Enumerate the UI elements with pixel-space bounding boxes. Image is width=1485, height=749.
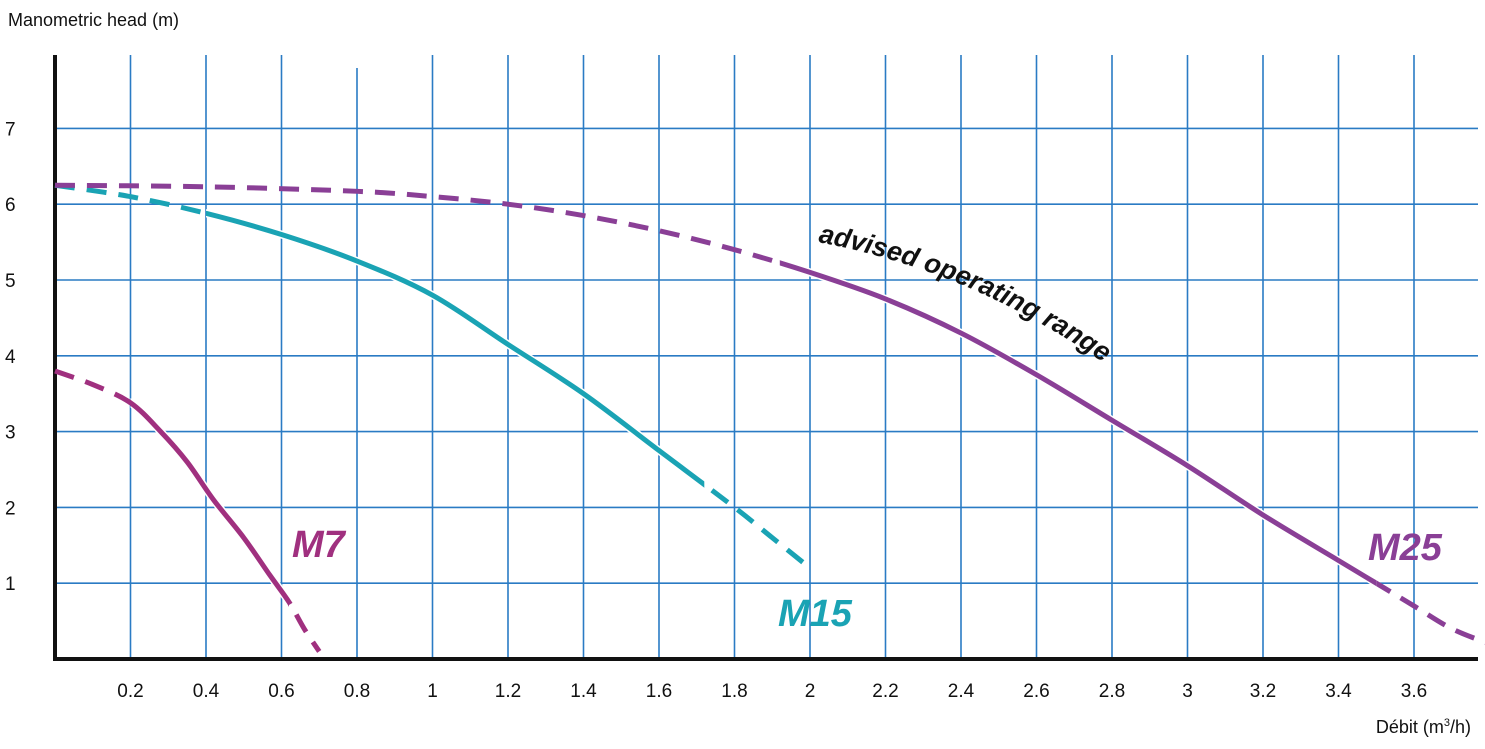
y-axis-title: Manometric head (m) <box>8 10 180 30</box>
y-tick-label: 3 <box>5 423 16 444</box>
curve-m7-dashed <box>54 368 322 653</box>
curve-m15 <box>206 210 705 488</box>
x-tick-label: 3.6 <box>1401 681 1427 702</box>
x-tick-label: 0.2 <box>117 681 143 702</box>
y-tick-label: 2 <box>5 498 16 519</box>
series-label-m7: M7 <box>292 524 347 566</box>
x-tick-label: 1.8 <box>721 681 747 702</box>
curve-m7-mask <box>130 398 290 610</box>
x-tick-label: 1.2 <box>495 681 521 702</box>
y-tick-label: 6 <box>5 195 16 216</box>
axes <box>53 55 1478 661</box>
x-tick-label: 2.2 <box>872 681 898 702</box>
x-tick-label: 2.6 <box>1023 681 1049 702</box>
x-tick-label: 3 <box>1182 681 1193 702</box>
grid <box>55 55 1478 659</box>
y-tick-label: 5 <box>5 271 16 292</box>
curve-m7 <box>130 399 290 607</box>
x-tick-label: 2 <box>805 681 816 702</box>
labels-layer: 0.2 0.4 0.6 0.8 1 1.2 1.4 1.6 1.8 2 2.2 2.4 2.6 2.8 3 3… <box>5 119 1443 702</box>
y-tick-label: 1 <box>5 574 16 595</box>
x-tick-label: 1.4 <box>570 681 597 702</box>
curve-m25 <box>779 260 1377 587</box>
x-tick-label: 0.6 <box>268 681 294 702</box>
x-tick-label: 0.4 <box>193 681 220 702</box>
x-tick-label: 0.8 <box>344 681 370 702</box>
x-tick-label: 3.4 <box>1325 681 1352 702</box>
y-tick-label: 7 <box>5 119 16 140</box>
series-label-m25: M25 <box>1368 527 1443 569</box>
x-tick-label: 1 <box>427 681 438 702</box>
x-tick-label: 2.8 <box>1099 681 1125 702</box>
series-layer <box>54 182 1485 653</box>
series-label-m15: M15 <box>778 593 853 635</box>
x-tick-label: 1.6 <box>646 681 672 702</box>
x-tick-label: 2.4 <box>948 681 975 702</box>
x-tick-label: 3.2 <box>1250 681 1276 702</box>
y-tick-label: 4 <box>5 347 16 368</box>
x-axis-title: Débit (m3/h) <box>1375 717 1471 737</box>
